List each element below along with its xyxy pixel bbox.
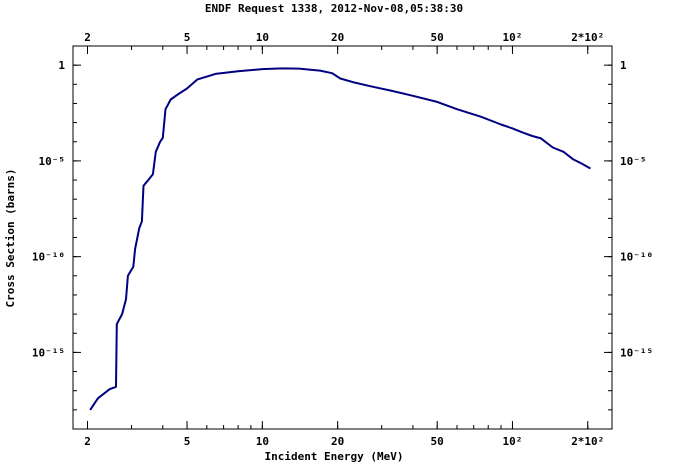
x-tick-label-top: 20	[331, 31, 344, 44]
x-tick-label-top: 5	[184, 31, 191, 44]
x-tick-label-top: 10²	[503, 31, 523, 44]
y-tick-label: 1	[58, 59, 65, 72]
y-tick-label: 10⁻¹⁰	[32, 251, 65, 264]
y-tick-label: 10⁻⁵	[39, 155, 66, 168]
x-tick-label: 10	[256, 435, 269, 448]
y-tick-label-right: 10⁻¹⁵	[620, 346, 653, 359]
y-tick-label-right: 1	[620, 59, 627, 72]
x-tick-label-top: 2*10²	[571, 31, 604, 44]
x-tick-label-top: 50	[431, 31, 444, 44]
x-tick-label-top: 10	[256, 31, 269, 44]
chart-title: ENDF Request 1338, 2012-Nov-08,05:38:30	[205, 2, 463, 15]
x-tick-label: 2*10²	[571, 435, 604, 448]
axis-ticks	[73, 45, 612, 430]
plot-frame	[72, 45, 613, 430]
axis-tick-labels: 2 2 5 5 10 10 20 20 50 50 10² 10² 2*10² 2*10² 1 1 10⁻⁵ 10…	[32, 31, 653, 448]
x-tick-label-top: 2	[84, 31, 91, 44]
x-tick-label: 50	[431, 435, 444, 448]
x-axis-label: Incident Energy (MeV)	[264, 450, 403, 463]
y-axis-label: Cross Section (barns)	[4, 168, 17, 307]
x-tick-label: 5	[184, 435, 191, 448]
y-tick-label: 10⁻¹⁵	[32, 346, 65, 359]
x-tick-label: 2	[84, 435, 91, 448]
y-tick-label-right: 10⁻¹⁰	[620, 251, 653, 264]
cross-section-series-line	[89, 67, 591, 411]
x-tick-label: 20	[331, 435, 344, 448]
y-tick-label-right: 10⁻⁵	[620, 155, 647, 168]
x-tick-label: 10²	[503, 435, 523, 448]
